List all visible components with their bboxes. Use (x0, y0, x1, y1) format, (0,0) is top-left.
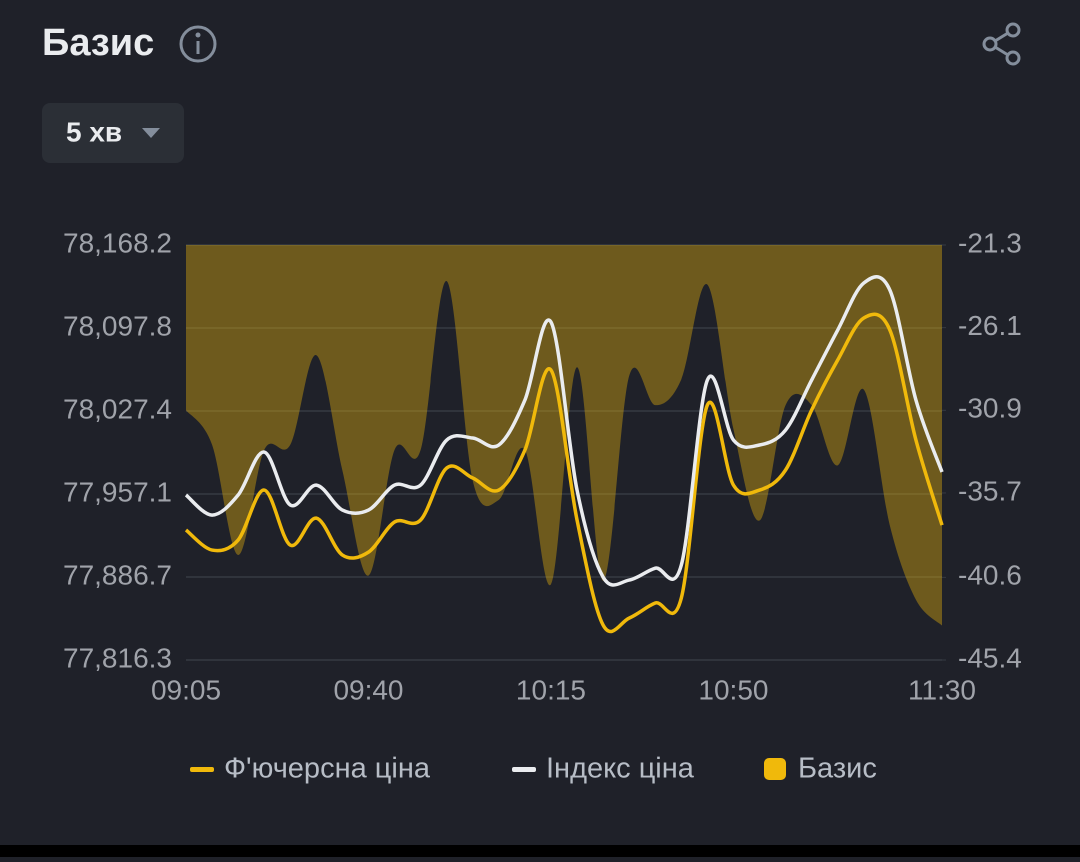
y-tick-label: 77,957.1 (63, 476, 172, 507)
series-line (184, 274, 944, 587)
y2-tick-label: -35.7 (958, 475, 1022, 506)
y-tick-label: 78,168.2 (63, 227, 172, 258)
y2-tick-label: -40.6 (958, 560, 1022, 591)
legend-swatch (512, 767, 536, 772)
share-icon[interactable] (982, 22, 1021, 66)
x-tick-label: 09:05 (151, 674, 221, 705)
legend-swatch (764, 758, 786, 780)
y2-tick-label: -45.4 (958, 642, 1022, 673)
y2-tick-label: -26.1 (958, 310, 1022, 341)
legend-label: Базис (798, 753, 877, 785)
x-tick-label: 10:15 (516, 674, 586, 705)
x-tick-label: 09:40 (333, 674, 403, 705)
y-tick-label: 78,027.4 (63, 393, 172, 424)
info-icon[interactable] (179, 25, 217, 63)
interval-dropdown[interactable]: 5 хв (42, 103, 184, 163)
bottom-bar (0, 845, 1080, 857)
x-tick-label: 11:30 (908, 674, 976, 705)
y-tick-label: 77,816.3 (63, 642, 172, 673)
interval-label: 5 хв (66, 116, 122, 147)
legend-label: Ф'ючерсна ціна (224, 753, 431, 785)
series-line (184, 312, 944, 634)
legend-swatch (190, 767, 214, 772)
y2-tick-label: -21.3 (958, 227, 1022, 258)
y2-tick-label: -30.9 (958, 393, 1022, 424)
y-tick-label: 77,886.7 (63, 559, 172, 590)
y-tick-label: 78,097.8 (63, 310, 172, 341)
x-tick-label: 10:50 (698, 674, 768, 705)
legend-label: Індекс ціна (546, 753, 695, 785)
title: Базис (42, 22, 154, 64)
